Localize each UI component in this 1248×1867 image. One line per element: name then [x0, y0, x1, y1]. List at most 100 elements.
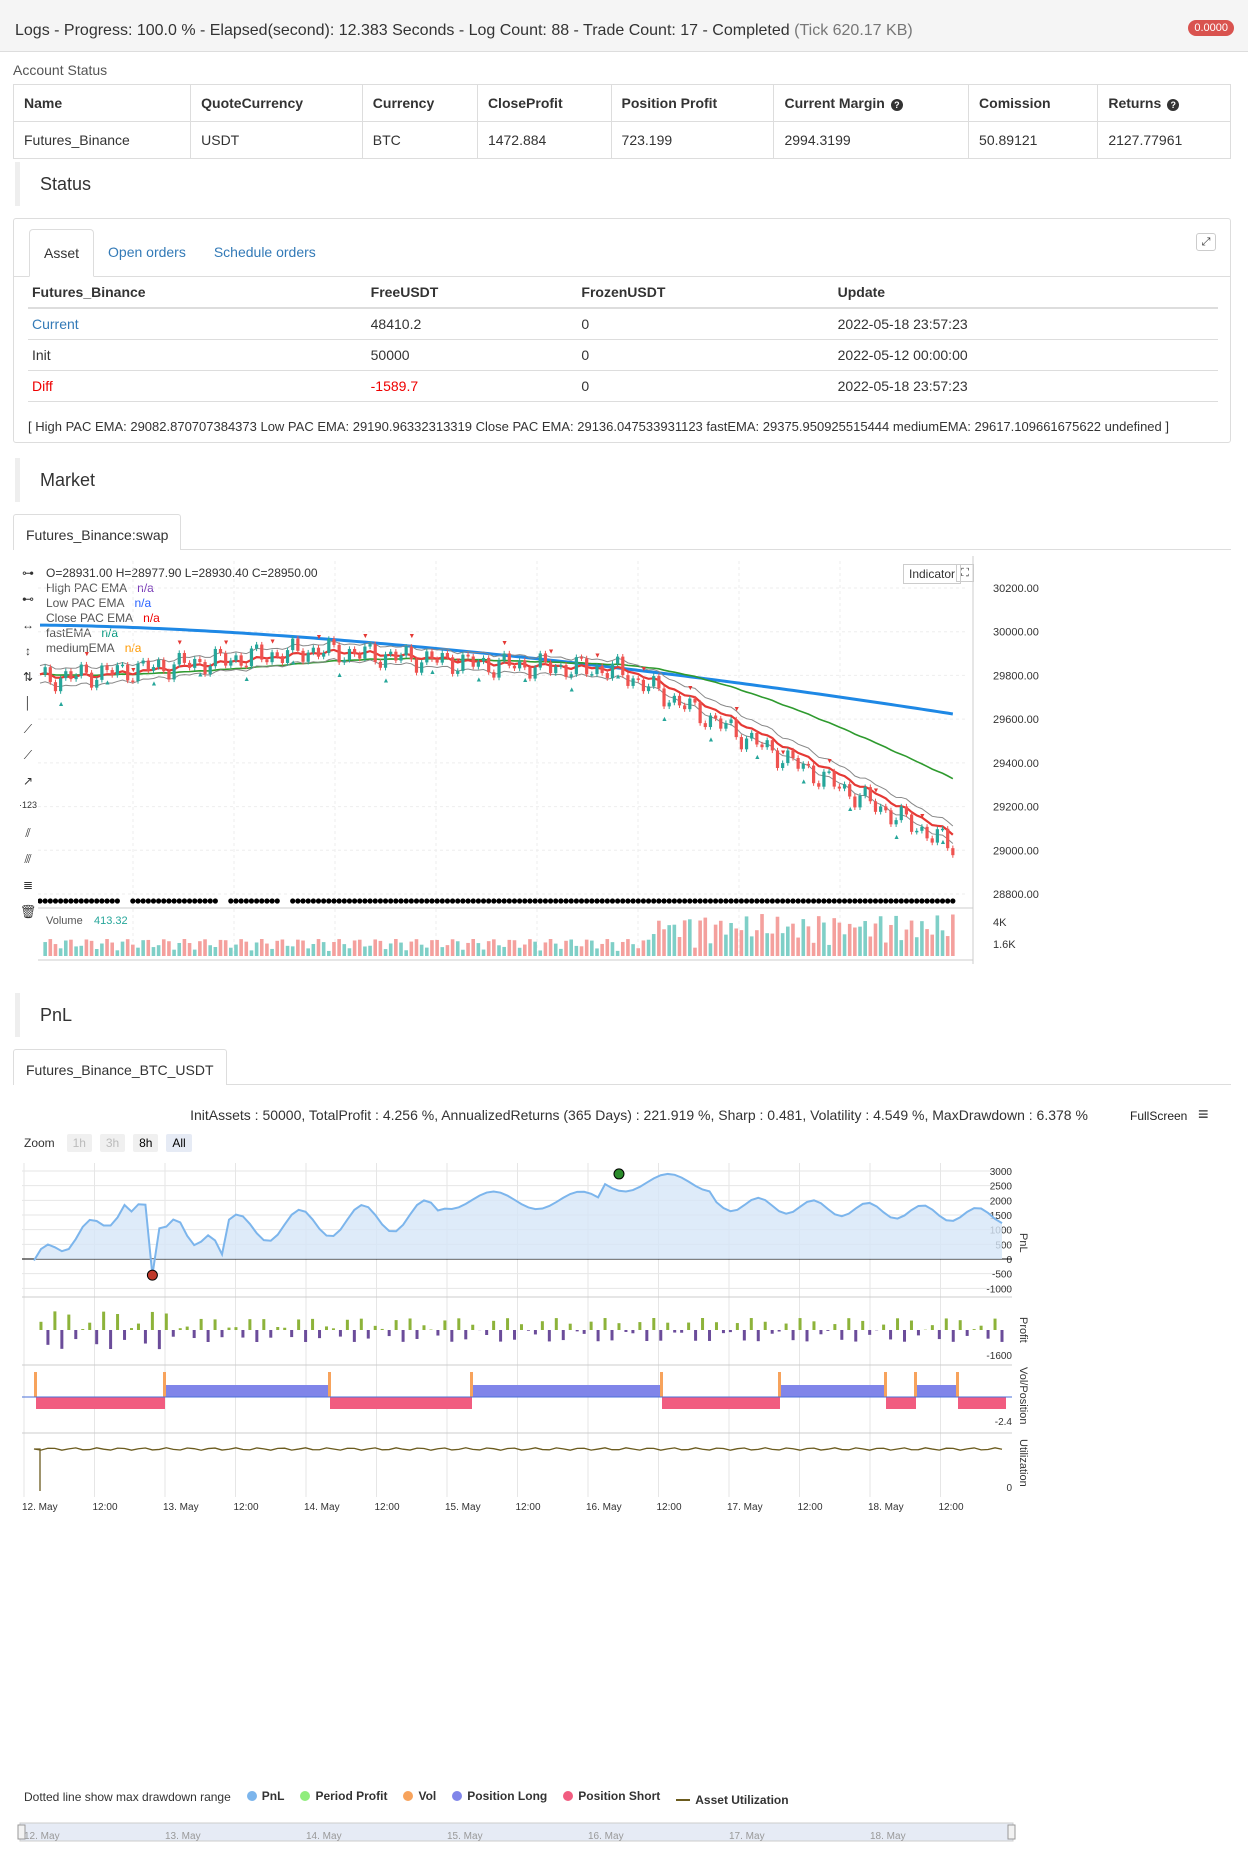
tab-open-orders[interactable]: Open orders [108, 244, 186, 260]
volume-bar [404, 950, 408, 956]
hline-tool-icon[interactable]: ⊶ [22, 566, 34, 580]
ray-diagonal-icon[interactable]: ↗ [22, 774, 34, 788]
extended-line-icon[interactable]: ↔ [22, 618, 34, 632]
volume-bar [533, 941, 537, 956]
indicator-value: n/a [101, 626, 119, 640]
pnl-legend-item[interactable]: Vol [403, 1789, 436, 1803]
candle-body [115, 665, 119, 676]
signal-dot [707, 898, 714, 904]
expand-icon[interactable]: ⤢ [1196, 233, 1216, 251]
volume-bar [208, 945, 212, 956]
volume-bar [682, 920, 687, 956]
profit-bar [109, 1330, 113, 1349]
profit-bar [199, 1318, 203, 1330]
volume-bar [203, 939, 207, 956]
buy-marker: ▲ [290, 660, 297, 667]
candle-body [688, 698, 692, 710]
zoom-all-button[interactable]: All [166, 1134, 192, 1152]
indicator-legend-item: Close PAC EMA n/a [46, 611, 160, 626]
candle-body [605, 673, 609, 679]
signal-dot [259, 898, 265, 904]
navigator-scrollbar[interactable]: 12. May 13. May 14. May 15. May 16. May 17. M… [0, 1815, 1248, 1855]
ray-tool-icon[interactable]: ⊷ [22, 592, 34, 606]
tab-pnl-symbol[interactable]: Futures_Binance_BTC_USDT [13, 1049, 227, 1085]
signal-dot [852, 898, 858, 904]
pnl-legend-label: Position Short [578, 1789, 661, 1803]
signal-dot [295, 898, 301, 904]
vertical-line-icon[interactable]: │ [24, 696, 32, 710]
candle-body [811, 765, 816, 784]
vray-tool-icon[interactable]: ⇅ [22, 670, 34, 684]
zoom-1h-button[interactable]: 1h [66, 1134, 92, 1152]
tab-market-swap[interactable]: Futures_Binance:swap [13, 514, 182, 550]
help-icon[interactable]: ? [890, 99, 903, 111]
signal-dot [274, 898, 280, 904]
candle-body [657, 676, 661, 689]
close-pac-ema-line [39, 648, 954, 836]
tab-schedule-orders[interactable]: Schedule orders [213, 244, 316, 260]
lines-icon[interactable]: ≣ [22, 878, 34, 892]
pnl-chart-svg[interactable]: 300025002000150010005000-500-1000PnL-160… [0, 1155, 1248, 1555]
sell-marker: ▼ [269, 639, 276, 646]
parallel-channel-icon[interactable]: ⫽ [25, 826, 31, 840]
pnl-section-title: PnL [15, 993, 1228, 1037]
tab-asset[interactable]: Asset [29, 229, 95, 277]
volume-bar [156, 945, 161, 956]
volume-bar [383, 949, 388, 956]
candle-chart-svg[interactable]: 30200.00 30000.00 29800.00 29600.00 29400.00… [38, 556, 1231, 964]
pnl-legend-item[interactable]: PnL [246, 1789, 284, 1803]
signal-dot [676, 898, 683, 904]
status-log-text: [ High PAC EMA: 29082.870707384373 Low P… [28, 418, 1169, 434]
signal-dot [826, 898, 832, 904]
buy-marker: ▲ [800, 778, 807, 785]
pnl-legend-item[interactable]: Period Profit [300, 1789, 387, 1803]
segment-icon[interactable]: ⟋ [23, 748, 33, 762]
market-section-title: Market [15, 458, 1228, 502]
profit-bar [526, 1330, 530, 1331]
asset-col-header: FreeUSDT [366, 277, 578, 309]
account-table: Name QuoteCurrency Currency CloseProfit Posi… [12, 84, 1231, 159]
candle-body [79, 664, 83, 676]
pnl-legend-item[interactable]: Asset Utilization [676, 1793, 789, 1807]
sell-marker: ▼ [780, 749, 787, 756]
profit-bar [102, 1311, 106, 1330]
profit-bar [958, 1320, 962, 1330]
profit-bar [387, 1330, 391, 1337]
volume-bar [455, 941, 460, 956]
pnl-legend-item[interactable]: Dotted line show max drawdown range [24, 1790, 231, 1804]
profit-bar [304, 1330, 308, 1342]
trash-icon[interactable]: 🗑 [19, 904, 37, 919]
signal-dot [692, 898, 698, 904]
signal-dot [326, 898, 332, 904]
pnl-legend-item[interactable]: Position Short [563, 1789, 660, 1803]
signal-dot [104, 898, 110, 904]
indicator-button[interactable]: Indicator [903, 564, 962, 584]
volume-bar [79, 945, 84, 956]
profit-bar [331, 1328, 335, 1330]
vline-tool-icon[interactable]: ↕ [25, 644, 31, 658]
pnl-legend: Dotted line show max drawdown range PnL Pe… [24, 1788, 805, 1807]
candle-body [218, 648, 223, 654]
pnl-legend-item[interactable]: Position Long [452, 1789, 547, 1803]
help-icon[interactable]: ? [1167, 99, 1180, 111]
pnl-time-tick: 18. May [868, 1502, 904, 1513]
candle-body [275, 652, 279, 657]
zoom-8h-button[interactable]: 8h [133, 1134, 159, 1152]
profit-bar [840, 1330, 844, 1340]
trend-line-icon[interactable]: ⟋ [23, 722, 33, 736]
signal-dot [656, 898, 662, 904]
profit-bar [680, 1330, 684, 1333]
candle-body [884, 806, 888, 811]
profit-badge: 0.0000 [1188, 20, 1234, 36]
fib-icon[interactable]: ⫻ [24, 852, 32, 866]
signal-dot [393, 898, 399, 904]
signal-dot [651, 898, 657, 904]
zoom-3h-button[interactable]: 3h [99, 1134, 126, 1152]
price-label-icon[interactable]: ·123 [18, 800, 37, 810]
menu-icon[interactable]: ≡ [1198, 1104, 1209, 1124]
price-tick: 30000.00 [993, 627, 1039, 639]
fullscreen-button[interactable]: FullScreen [1130, 1109, 1188, 1123]
signal-dot [883, 898, 889, 904]
price-tick: 29200.00 [993, 802, 1039, 814]
volume-bar [218, 939, 223, 956]
